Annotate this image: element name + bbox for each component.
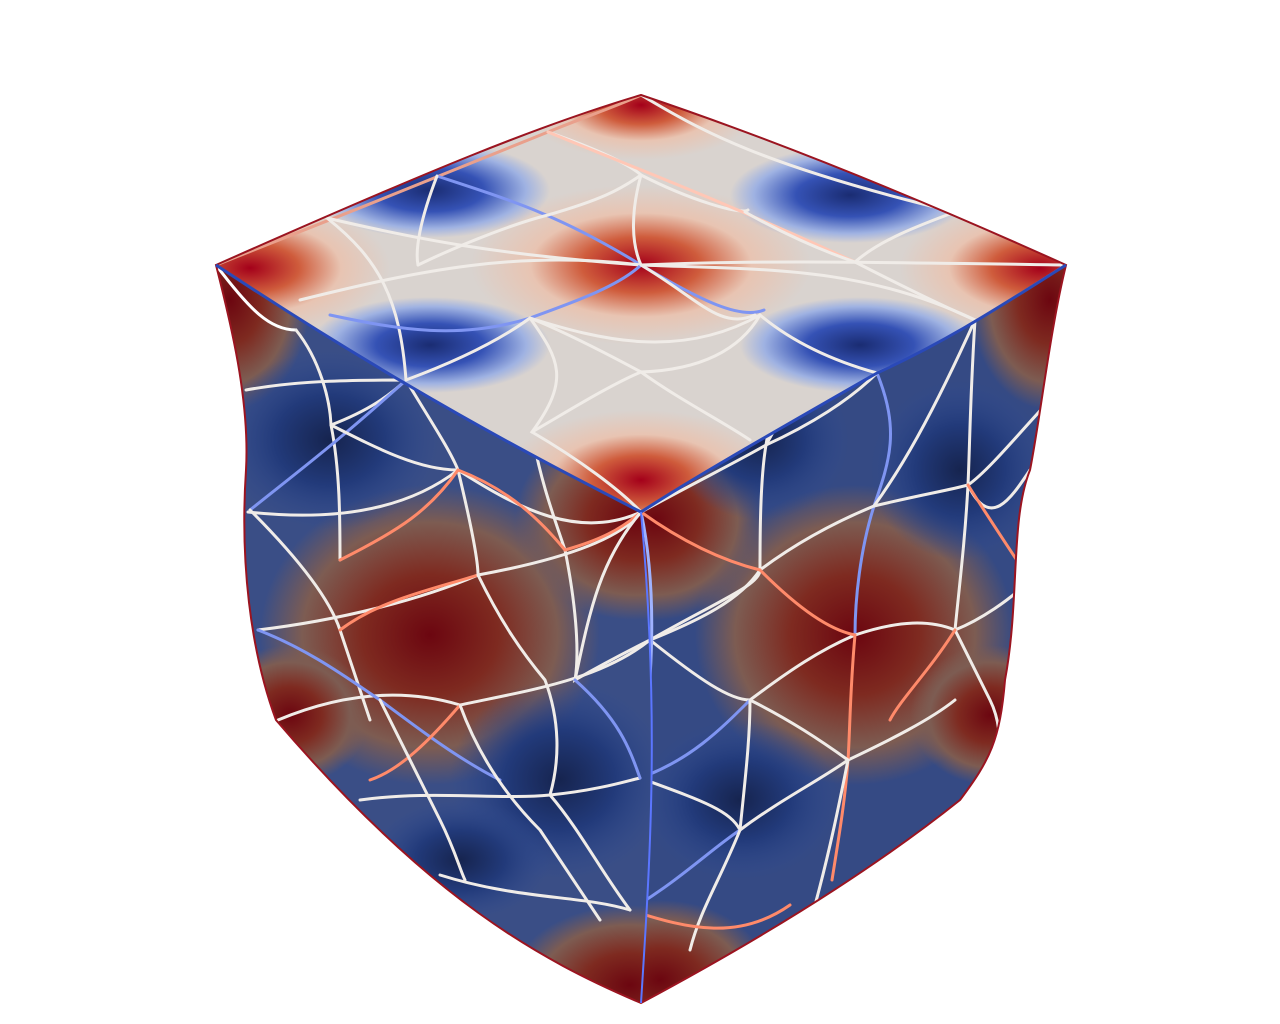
cube-outline: [214, 93, 1068, 1005]
cube-front-vertical-edge: [640, 511, 653, 1004]
cube-front-right-edge: [640, 263, 1067, 514]
cube-front-left-edge: [215, 263, 642, 514]
mesh-top: [216, 95, 1066, 512]
mesh-left: [216, 265, 652, 922]
